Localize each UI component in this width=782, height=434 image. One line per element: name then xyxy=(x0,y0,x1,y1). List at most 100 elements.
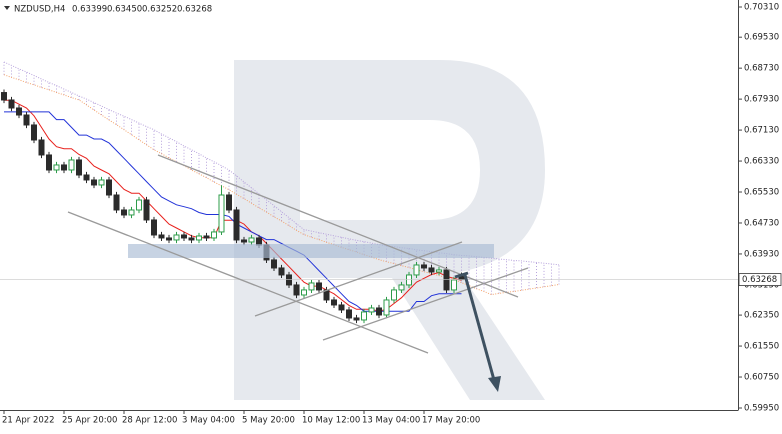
candle-body xyxy=(143,199,150,221)
candle-body xyxy=(121,209,127,216)
candle-body xyxy=(308,282,315,291)
y-tick-label: 0.63930 xyxy=(744,249,779,259)
candle-body xyxy=(421,264,427,269)
candle-body xyxy=(391,289,397,301)
last-price-box xyxy=(738,273,782,286)
candle-body xyxy=(128,209,135,216)
candle-body xyxy=(368,307,375,313)
candle-body xyxy=(383,299,390,316)
support-zone xyxy=(128,244,494,258)
ohlc-value: 0.63399 xyxy=(72,5,107,15)
candle-body xyxy=(316,282,322,291)
candle-body xyxy=(398,284,405,291)
candle-body xyxy=(1,92,7,101)
candle-body xyxy=(451,279,457,291)
y-tick-label: 0.67130 xyxy=(744,126,779,136)
candle-body xyxy=(331,299,337,306)
y-tick-label: 0.69530 xyxy=(744,33,779,43)
candle-body xyxy=(241,239,247,243)
candle-body xyxy=(443,269,450,291)
x-tick-label: 5 May 20:00 xyxy=(242,416,295,426)
candle-body xyxy=(166,237,172,241)
candle-body xyxy=(98,179,105,186)
x-tick-label: 28 Apr 12:00 xyxy=(122,416,177,426)
candle-body xyxy=(158,234,165,239)
trend-line xyxy=(322,267,529,341)
watermark xyxy=(234,60,545,400)
x-tick-label: 25 Apr 20:00 xyxy=(62,416,117,426)
trend-line xyxy=(254,241,463,317)
ohlc-value: 0.63268 xyxy=(177,5,212,15)
forecast-arrow xyxy=(463,274,496,381)
candle-body xyxy=(346,309,352,319)
candle-body xyxy=(278,267,285,276)
y-tick-label: 0.68730 xyxy=(744,64,779,74)
candle-body xyxy=(286,274,292,286)
candle-body xyxy=(8,99,15,109)
header: NZDUSD,H4 0.63399 0.63450 0.63252 0.6326… xyxy=(4,5,212,15)
y-tick-label: 0.61550 xyxy=(744,342,779,352)
watermark-shape xyxy=(234,60,545,400)
candle-body xyxy=(353,317,360,321)
candle-body xyxy=(16,107,22,116)
candle-body xyxy=(188,237,195,241)
candle-body xyxy=(211,231,217,239)
candle-body xyxy=(38,139,45,156)
annotations xyxy=(67,154,529,392)
candle-body xyxy=(196,235,202,241)
x-tick-label: 17 May 20:00 xyxy=(422,416,480,426)
x-tick-label: 21 Apr 2022 xyxy=(2,416,55,426)
x-tick-label: 3 May 04:00 xyxy=(182,416,235,426)
candle-body xyxy=(113,194,120,211)
candle-body xyxy=(338,304,345,311)
candle-body xyxy=(256,237,262,246)
ohlc-value: 0.63450 xyxy=(107,5,142,15)
y-tick-label: 0.70310 xyxy=(744,3,779,13)
candle-body xyxy=(293,284,300,296)
candle-body xyxy=(61,164,67,171)
y-tick-label: 0.65530 xyxy=(744,188,779,198)
candle-body xyxy=(301,289,307,296)
y-tick-label: 0.64730 xyxy=(744,218,779,228)
trend-line xyxy=(67,211,429,354)
candle-body xyxy=(106,179,112,196)
plot-area xyxy=(0,61,738,324)
symbol-title: NZDUSD,H4 xyxy=(14,5,65,15)
candle-body xyxy=(376,307,382,316)
x-tick-label: 10 May 12:00 xyxy=(302,416,360,426)
candle-body xyxy=(203,235,210,239)
candle-body xyxy=(413,264,420,276)
ohlc-value: 0.63252 xyxy=(142,5,177,15)
candle-body xyxy=(428,267,435,273)
candle-body xyxy=(218,194,225,233)
candle-body xyxy=(151,219,157,236)
candle-body xyxy=(53,164,60,171)
last-price-label: 0.63268 xyxy=(742,275,777,285)
cloud-span-a xyxy=(3,74,560,296)
x-tick-label: 13 May 04:00 xyxy=(362,416,420,426)
candle-body xyxy=(91,179,97,186)
y-tick-label: 0.60750 xyxy=(744,373,779,383)
candle-body xyxy=(226,194,232,211)
y-tick-label: 0.67930 xyxy=(744,95,779,105)
candle-body xyxy=(173,234,180,241)
y-tick-label: 0.62350 xyxy=(744,311,779,321)
y-tick-label: 0.59950 xyxy=(744,403,779,413)
candle-body xyxy=(136,199,142,211)
candle-body xyxy=(31,124,37,141)
candle-body xyxy=(181,234,187,239)
menu-icon xyxy=(4,6,10,10)
candle-body xyxy=(233,209,240,241)
forecast-arrow xyxy=(454,271,469,279)
candle-body xyxy=(436,269,442,273)
candle-body xyxy=(76,159,82,176)
y-tick-label: 0.66330 xyxy=(744,157,779,167)
trend-line xyxy=(157,154,519,298)
candle-body xyxy=(271,259,277,269)
candle-body xyxy=(23,114,30,126)
candle-body xyxy=(248,237,255,243)
candle-body xyxy=(361,311,367,321)
arrow-head xyxy=(488,376,501,392)
